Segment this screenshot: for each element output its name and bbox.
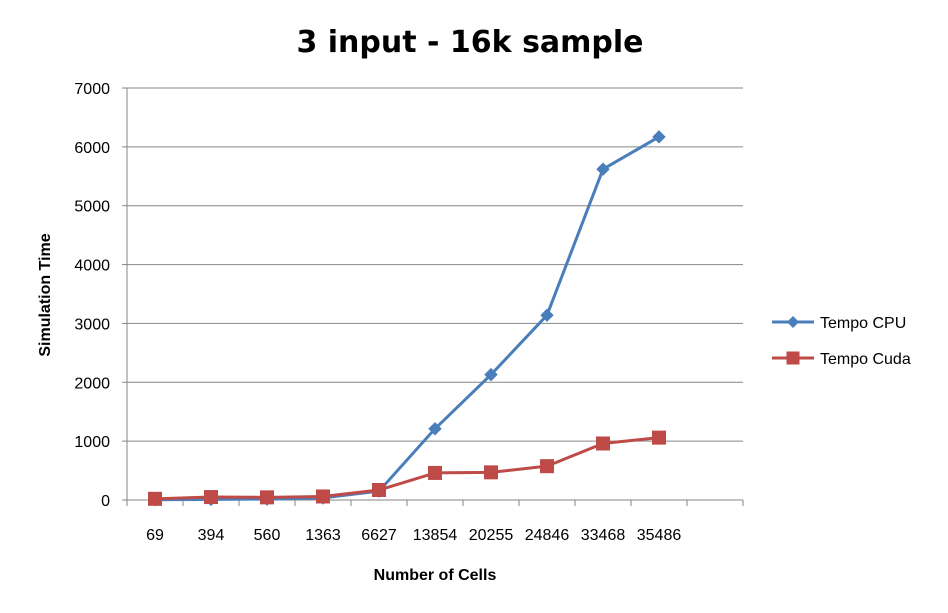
x-tick-label: 394 <box>198 527 225 544</box>
y-tick-label: 3000 <box>74 316 110 333</box>
x-tick-label: 1363 <box>305 527 341 544</box>
data-point <box>596 162 610 176</box>
y-axis-title: Simulation Time <box>37 233 54 356</box>
x-axis-title: Number of Cells <box>374 567 497 584</box>
legend-label: Tempo CPU <box>820 315 906 332</box>
data-point <box>260 490 274 505</box>
series-line-1 <box>154 135 660 502</box>
x-tick-label: 20255 <box>469 527 514 544</box>
chart-title: 3 input - 16k sample <box>296 25 643 60</box>
x-axis-ticks: 69 394 560 1363 6627 13854 20255 24846 33468 3548… <box>146 527 681 544</box>
x-tick-label: 13854 <box>413 527 458 544</box>
legend-marker <box>786 351 800 365</box>
series-layer <box>148 130 666 507</box>
x-tick-label: 560 <box>254 527 281 544</box>
data-point <box>484 465 498 480</box>
data-point <box>204 490 218 505</box>
data-point <box>428 465 442 480</box>
y-tick-label: 2000 <box>74 375 110 392</box>
data-point <box>540 308 554 322</box>
data-point <box>652 430 666 445</box>
legend-label: Tempo Cuda <box>820 351 911 368</box>
legend: Tempo CPU Tempo Cuda <box>772 315 911 368</box>
x-tick-label: 33468 <box>581 527 626 544</box>
x-tick-label: 35486 <box>637 527 682 544</box>
y-tick-label: 0 <box>101 493 110 510</box>
data-point <box>484 367 498 382</box>
x-tick-label: 24846 <box>525 527 570 544</box>
axes <box>122 87 744 506</box>
series-line-2 <box>154 436 660 501</box>
data-point <box>148 491 162 506</box>
y-tick-label: 5000 <box>74 199 110 216</box>
data-point <box>372 482 386 497</box>
data-point <box>428 422 442 436</box>
y-tick-label: 7000 <box>74 81 110 98</box>
x-tick-label: 69 <box>146 527 164 544</box>
data-point <box>596 436 610 451</box>
y-axis-ticks: 0 1000 2000 3000 4000 5000 6000 7000 <box>74 81 110 510</box>
y-tick-label: 1000 <box>74 434 110 451</box>
y-tick-label: 4000 <box>74 258 110 275</box>
x-tick-label: 6627 <box>361 527 397 544</box>
data-point <box>540 459 554 474</box>
legend-marker <box>787 316 799 328</box>
y-tick-label: 6000 <box>74 140 110 157</box>
gridlines <box>127 87 743 442</box>
data-point <box>316 489 330 504</box>
data-point <box>652 130 666 144</box>
